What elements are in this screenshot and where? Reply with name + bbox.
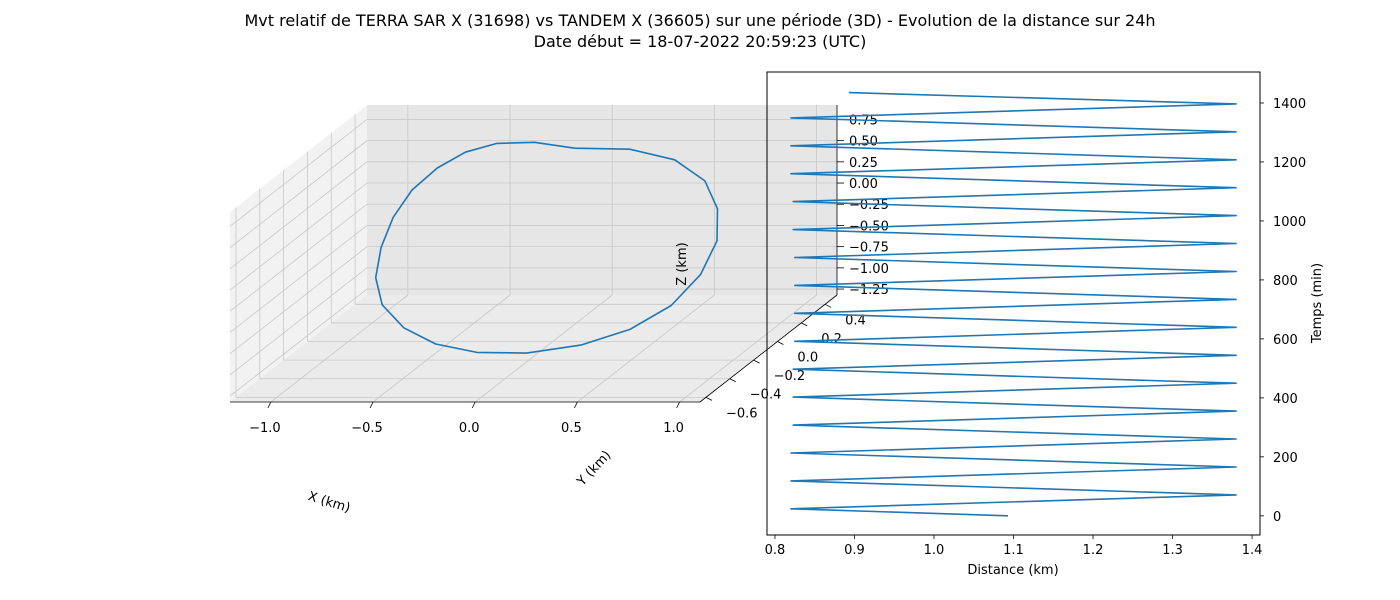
gridline-x-floor: [577, 294, 715, 403]
tick-label-z: −0.75: [849, 241, 889, 256]
tick-label-y2d: 400: [1273, 392, 1298, 407]
y-axis-label-2d: Temps (min): [1310, 263, 1325, 344]
x-axis-label-3d: X (km): [306, 489, 352, 516]
tick-label-y2d: 1400: [1273, 97, 1306, 112]
tick-label-z: 0.25: [849, 156, 878, 171]
tick-label-z: −0.25: [849, 198, 889, 213]
tick-mark-y: [705, 396, 713, 401]
ticks-3d: −1.0 −0.5 0.0 0.5 1.0−0.6−0.4−0.20.00.20.4−1…: [230, 105, 889, 436]
tick-label-y: −0.2: [774, 369, 806, 384]
gridline-z-left: [229, 161, 368, 270]
z-axis-label-3d: Z (km): [675, 242, 690, 285]
gridline-z-left: [229, 140, 368, 248]
x-axis-label-2d: Distance (km): [967, 563, 1058, 578]
gridline-x-floor: [474, 294, 613, 403]
tick-mark-y: [824, 303, 832, 308]
pane-floor: [230, 295, 837, 402]
gridline-z-left: [229, 119, 368, 227]
tick-label-x2d: 0.8: [765, 543, 786, 558]
3d-relative-motion-plot: −1.0 −0.5 0.0 0.5 1.0−0.6−0.4−0.20.00.20.4−1…: [229, 105, 889, 516]
tick-label-y: 0.0: [797, 351, 818, 366]
gridline-z-left: [229, 203, 368, 312]
tick-mark-x: [369, 401, 374, 409]
tick-mark-y: [777, 341, 784, 345]
tick-label-x2d: 0.9: [844, 543, 865, 558]
tick-mark-x: [574, 401, 578, 409]
figure-title-line2: Date début = 18-07-2022 20:59:23 (UTC): [534, 32, 867, 51]
gridline-x-floor: [372, 294, 511, 403]
tick-label-x2d: 1.2: [1083, 543, 1104, 558]
tick-label-x: 0.5: [561, 421, 582, 436]
tick-label-x2d: 1.0: [924, 543, 945, 558]
ticks-2d: 0.8 0.9 1.0 1.1 1.2 1.3 1.4 0 200 400 600 800 1000 12…: [765, 97, 1306, 558]
gridline-x-floor: [679, 294, 817, 403]
gridline-z-left: [229, 267, 368, 376]
gridline-z-left: [229, 246, 368, 354]
tick-label-y: −0.6: [726, 406, 758, 421]
tick-label-y: 0.4: [845, 313, 866, 328]
tick-label-y2d: 1000: [1273, 215, 1306, 230]
tick-label-z: −1.25: [849, 283, 889, 298]
tick-label-y2d: 200: [1273, 451, 1298, 466]
tick-label-x: −0.5: [351, 421, 383, 436]
tick-mark-x: [267, 401, 272, 409]
tick-mark-y: [729, 378, 736, 383]
tick-mark-y: [801, 322, 808, 327]
relative-orbit-line: [374, 141, 719, 354]
tick-label-y2d: 1200: [1273, 156, 1306, 171]
y-axis-label-3d: Y (km): [574, 448, 615, 490]
tick-label-y2d: 600: [1273, 333, 1298, 348]
tick-label-y2d: 800: [1273, 274, 1298, 289]
grid-3d: [229, 105, 837, 403]
gridline-x-floor: [270, 294, 409, 403]
pane-left: [230, 105, 367, 402]
gridline-z-left: [229, 225, 368, 333]
tick-label-z: 0.50: [849, 135, 878, 150]
tick-label-y: −0.4: [750, 388, 782, 403]
distance-vs-time-plot: 0.8 0.9 1.0 1.1 1.2 1.3 1.4 0 200 400 600 800 1000 12…: [765, 71, 1325, 578]
tick-label-y2d: 0: [1273, 510, 1281, 525]
tick-label-x2d: 1.4: [1242, 543, 1263, 558]
tick-label-x: −1.0: [249, 421, 281, 436]
tick-label-x2d: 1.1: [1003, 543, 1024, 558]
tick-label-x2d: 1.3: [1162, 543, 1183, 558]
tick-mark-x: [676, 401, 680, 409]
gridline-z-left: [229, 182, 368, 291]
tick-label-x: 1.0: [663, 421, 684, 436]
tick-label-z: 0.00: [849, 177, 878, 192]
tick-label-z: −1.00: [849, 262, 889, 277]
tick-mark-x: [471, 401, 476, 409]
gridline-z-left: [229, 288, 368, 397]
distance-line: [790, 91, 1237, 517]
pane-right: [367, 105, 837, 295]
tick-label-x: 0.0: [459, 421, 480, 436]
tick-mark-y: [753, 359, 760, 364]
figure-title-line1: Mvt relatif de TERRA SAR X (31698) vs TA…: [244, 11, 1155, 30]
